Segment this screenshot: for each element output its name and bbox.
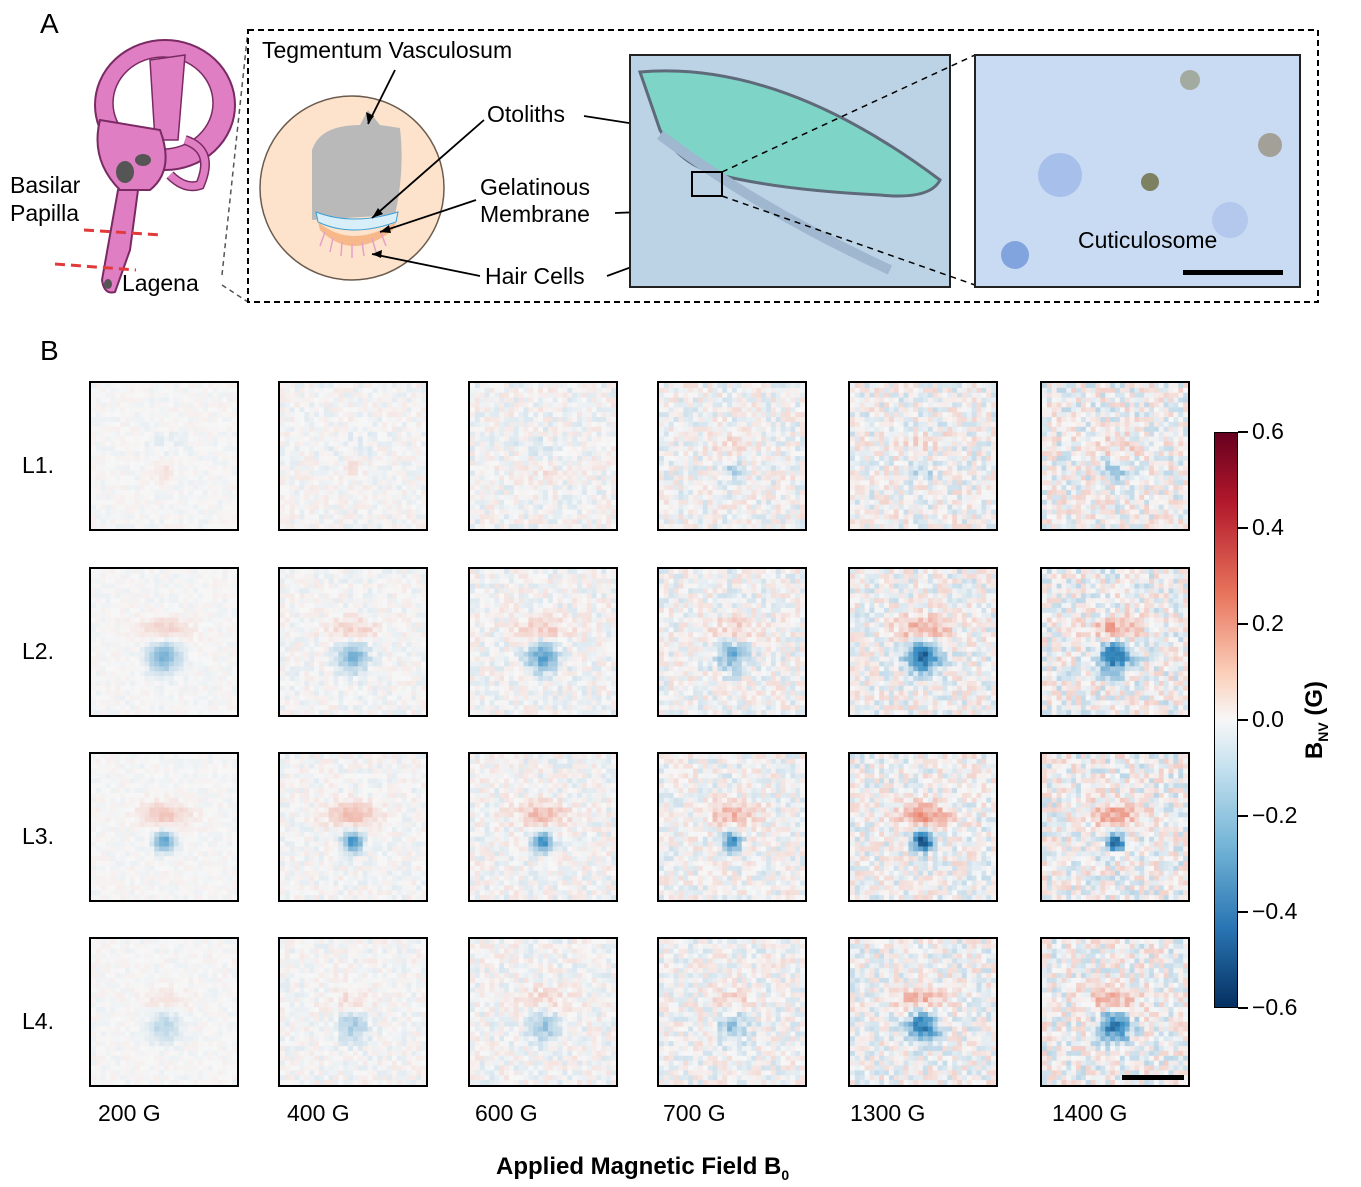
colorbar-tick-label: 0.6 xyxy=(1252,418,1284,445)
colorbar-tick-label: 0.4 xyxy=(1252,514,1284,541)
heatmap-tile xyxy=(657,937,807,1087)
label-gelatinous: Gelatinous xyxy=(480,174,590,201)
panel-b-label: B xyxy=(40,335,59,367)
inner-ear-illustration xyxy=(54,39,236,294)
heatmap-tile xyxy=(468,567,618,717)
heatmap-tile xyxy=(1040,381,1190,531)
colorbar-tick-label: −0.2 xyxy=(1252,802,1297,829)
row-label-l1: L1. xyxy=(22,452,54,479)
heatmap-tile xyxy=(848,381,998,531)
heatmap-tile xyxy=(278,752,428,902)
label-basilar: Basilar xyxy=(10,172,80,199)
panel-a-label: A xyxy=(40,8,59,40)
label-cuticulosome: Cuticulosome xyxy=(1078,227,1217,254)
heatmap-tile xyxy=(278,567,428,717)
heatmap-tile xyxy=(278,381,428,531)
heatmap-tile xyxy=(468,752,618,902)
heatmap-tile xyxy=(848,752,998,902)
colorbar-tick-mark xyxy=(1238,911,1248,913)
scale-bar xyxy=(1183,270,1283,275)
colorbar-tick-label: −0.4 xyxy=(1252,898,1297,925)
panel-a-dashed-frame xyxy=(247,29,1319,303)
cuticulosome-micrograph xyxy=(974,54,1301,288)
heatmap-tile xyxy=(89,752,239,902)
colorbar-tick-label: −0.6 xyxy=(1252,994,1297,1021)
colorbar xyxy=(1214,432,1238,1008)
row-label-l3: L3. xyxy=(22,823,54,850)
colorbar-tick-label: 0.0 xyxy=(1252,706,1284,733)
colorbar-label-unit: (G) xyxy=(1301,681,1328,722)
label-lagena: Lagena xyxy=(122,270,199,297)
colorbar-tick-mark xyxy=(1238,431,1248,433)
heatmap-tile xyxy=(1040,937,1190,1087)
field-label-1400: 1400 G xyxy=(1052,1100,1127,1127)
label-papilla: Papilla xyxy=(10,200,79,227)
colorbar-tick-mark xyxy=(1238,815,1248,817)
heatmap-tile xyxy=(1040,567,1190,717)
x-axis-label: Applied Magnetic Field B0 xyxy=(496,1153,789,1183)
colorbar-label-main: B xyxy=(1301,742,1328,759)
heatmap-tile xyxy=(1040,752,1190,902)
heatmap-tile xyxy=(657,567,807,717)
otolith-micrograph xyxy=(629,54,951,288)
label-tegmentum-vasculosum: Tegmentum Vasculosum xyxy=(262,37,512,64)
colorbar-tick-mark xyxy=(1238,1007,1248,1009)
field-label-700: 700 G xyxy=(663,1100,726,1127)
field-label-200: 200 G xyxy=(98,1100,161,1127)
label-hair-cells: Hair Cells xyxy=(485,263,585,290)
heatmap-tile xyxy=(468,937,618,1087)
panel-a-figure xyxy=(54,29,1319,303)
label-otoliths: Otoliths xyxy=(487,101,565,128)
x-axis-label-main: Applied Magnetic Field B xyxy=(496,1153,781,1180)
colorbar-label: BNV (G) xyxy=(1301,681,1331,759)
heatmap-tile xyxy=(657,381,807,531)
heatmap-tile xyxy=(89,381,239,531)
colorbar-tick-mark xyxy=(1238,623,1248,625)
heatmap-tile xyxy=(468,381,618,531)
heatmap-scale-bar xyxy=(1122,1075,1184,1080)
field-label-1300: 1300 G xyxy=(850,1100,925,1127)
heatmap-tile xyxy=(278,937,428,1087)
lagena-cross-section xyxy=(259,95,445,281)
heatmap-tile xyxy=(89,937,239,1087)
colorbar-tick-mark xyxy=(1238,527,1248,529)
heatmap-tile xyxy=(89,567,239,717)
field-label-400: 400 G xyxy=(287,1100,350,1127)
heatmap-tile xyxy=(848,937,998,1087)
colorbar-tick-label: 0.2 xyxy=(1252,610,1284,637)
x-axis-label-sub: 0 xyxy=(781,1167,789,1183)
colorbar-tick-mark xyxy=(1238,719,1248,721)
row-label-l2: L2. xyxy=(22,638,54,665)
colorbar-label-sub: NV xyxy=(1315,722,1331,741)
heatmap-tile xyxy=(657,752,807,902)
label-membrane: Membrane xyxy=(480,201,590,228)
row-label-l4: L4. xyxy=(22,1008,54,1035)
field-label-600: 600 G xyxy=(475,1100,538,1127)
heatmap-tile xyxy=(848,567,998,717)
